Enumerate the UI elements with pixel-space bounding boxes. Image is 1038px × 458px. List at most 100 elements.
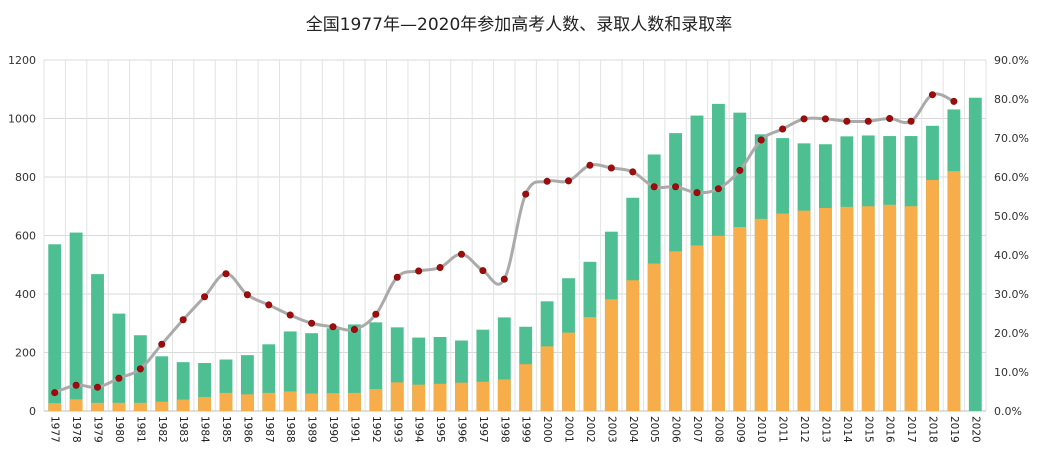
x-tick-label: 2004 <box>627 416 639 443</box>
x-tick-label: 1997 <box>477 416 489 443</box>
x-tick-label: 1982 <box>156 416 168 443</box>
admit-bar <box>519 364 533 411</box>
admit-bar <box>926 179 939 411</box>
admit-bar <box>69 399 83 411</box>
admit-bar <box>240 394 254 411</box>
rate-point <box>222 270 230 278</box>
exam-bar <box>369 322 383 411</box>
admit-bar <box>133 402 147 411</box>
rate-point <box>543 177 551 185</box>
admit-bar <box>947 171 961 411</box>
admit-bar <box>583 317 597 411</box>
rate-point <box>500 275 508 283</box>
rate-point <box>372 310 380 318</box>
admit-bar <box>711 235 725 411</box>
exam-bar <box>326 328 340 411</box>
admit-bar <box>604 299 618 411</box>
x-tick-label: 1977 <box>49 416 61 443</box>
x-tick-label: 2012 <box>798 416 810 443</box>
rate-point <box>629 168 637 176</box>
exam-bar <box>91 274 104 411</box>
y2-tick-label: 0.0% <box>994 405 1022 418</box>
admit-bar <box>283 391 297 411</box>
x-tick-label: 2003 <box>605 416 617 443</box>
rate-point <box>522 190 530 198</box>
admit-bar <box>219 392 233 411</box>
x-tick-label: 1991 <box>348 416 360 443</box>
exam-bar <box>155 356 169 411</box>
rate-point <box>479 267 487 275</box>
admit-bar <box>754 218 768 411</box>
admit-bar <box>155 401 169 411</box>
x-tick-label: 2015 <box>862 416 874 443</box>
x-tick-label: 1999 <box>520 416 532 443</box>
admit-bar <box>326 393 340 411</box>
rate-point <box>565 177 573 185</box>
exam-bar <box>112 313 126 411</box>
x-tick-label: 2007 <box>691 416 703 443</box>
rate-point <box>886 115 894 123</box>
rate-point <box>265 301 273 309</box>
rate-point <box>51 389 59 397</box>
rate-point <box>94 383 102 391</box>
rate-point <box>136 365 144 373</box>
admit-bar <box>819 208 832 411</box>
admit-bar <box>669 251 682 411</box>
rate-point <box>928 91 936 99</box>
exam-bar <box>283 331 297 411</box>
rate-point <box>907 117 915 125</box>
admit-bar <box>262 392 276 411</box>
x-tick-label: 1998 <box>498 416 510 443</box>
rate-point <box>693 189 701 197</box>
x-tick-label: 1988 <box>284 416 296 443</box>
exam-bar <box>176 362 190 411</box>
x-tick-label: 1979 <box>92 416 104 443</box>
admit-bar <box>476 381 490 411</box>
rate-point <box>672 183 680 191</box>
rate-point <box>329 323 337 331</box>
rate-point <box>843 117 851 125</box>
exam-bar <box>133 335 147 411</box>
rate-point <box>736 166 744 174</box>
rate-point <box>286 311 294 319</box>
y2-tick-label: 90.0% <box>994 54 1029 67</box>
x-tick-label: 1985 <box>220 416 232 443</box>
y2-tick-label: 70.0% <box>994 132 1029 145</box>
admit-bar <box>390 382 404 411</box>
x-tick-label: 2016 <box>884 416 896 443</box>
y-tick-label: 200 <box>15 347 36 360</box>
x-tick-label: 1987 <box>263 416 275 443</box>
rate-point <box>308 319 316 327</box>
x-tick-label: 1992 <box>370 416 382 443</box>
y2-tick-label: 50.0% <box>994 210 1029 223</box>
y2-tick-label: 10.0% <box>994 366 1029 379</box>
chart-title: 全国1977年—2020年参加高考人数、录取人数和录取率 <box>305 15 733 35</box>
rate-point <box>201 293 209 301</box>
y2-tick-label: 20.0% <box>994 327 1029 340</box>
rate-point <box>457 250 465 258</box>
admit-bar <box>112 402 126 411</box>
y-tick-label: 0 <box>29 405 36 418</box>
y2-tick-label: 60.0% <box>994 171 1029 184</box>
rate-point <box>243 291 251 299</box>
rate-point <box>393 273 401 281</box>
x-tick-label: 2000 <box>541 416 553 443</box>
admit-bar <box>776 213 790 411</box>
x-tick-label: 2011 <box>777 416 789 443</box>
admit-bar <box>883 204 897 411</box>
x-tick-label: 1978 <box>70 416 82 443</box>
admit-bar <box>861 206 875 411</box>
x-tick-label: 1980 <box>113 416 125 443</box>
admit-bar <box>626 280 640 411</box>
y2-tick-label: 40.0% <box>994 249 1029 262</box>
x-tick-label: 2005 <box>648 416 660 443</box>
rate-point <box>415 267 423 275</box>
rate-point <box>779 125 787 133</box>
y-tick-label: 800 <box>15 171 36 184</box>
x-tick-label: 1994 <box>413 416 425 443</box>
rate-point <box>350 325 358 333</box>
exam-bar <box>69 232 83 411</box>
x-tick-label: 2013 <box>819 416 831 443</box>
rate-point <box>950 97 958 105</box>
